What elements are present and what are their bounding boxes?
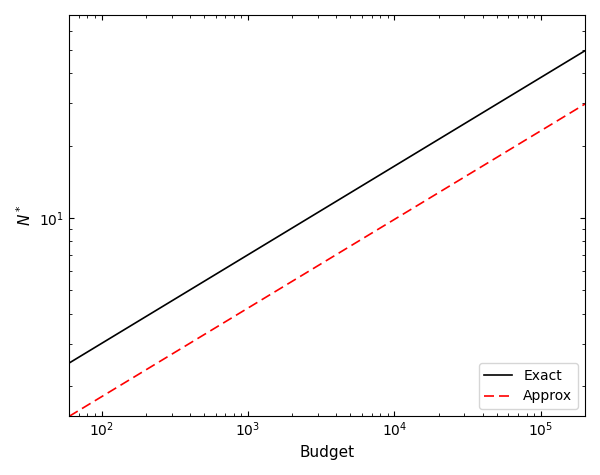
Exact bbox=[65, 360, 73, 366]
Line: Exact: Exact bbox=[69, 51, 585, 363]
Exact bbox=[344, 191, 352, 197]
Exact bbox=[488, 104, 496, 110]
Exact bbox=[581, 48, 589, 54]
Legend: Exact, Approx: Exact, Approx bbox=[479, 363, 578, 409]
Line: Approx: Approx bbox=[69, 104, 585, 416]
Approx bbox=[65, 413, 73, 419]
Exact bbox=[373, 174, 380, 180]
Approx bbox=[314, 263, 321, 269]
Approx bbox=[373, 228, 380, 233]
Exact bbox=[314, 210, 321, 216]
Approx bbox=[569, 109, 576, 114]
Y-axis label: $N^*$: $N^*$ bbox=[15, 205, 34, 226]
Exact bbox=[311, 212, 318, 218]
Approx bbox=[581, 101, 589, 107]
Approx bbox=[488, 158, 496, 163]
Approx bbox=[311, 265, 318, 271]
Approx bbox=[344, 245, 352, 250]
Exact bbox=[569, 56, 576, 61]
X-axis label: Budget: Budget bbox=[299, 445, 355, 460]
